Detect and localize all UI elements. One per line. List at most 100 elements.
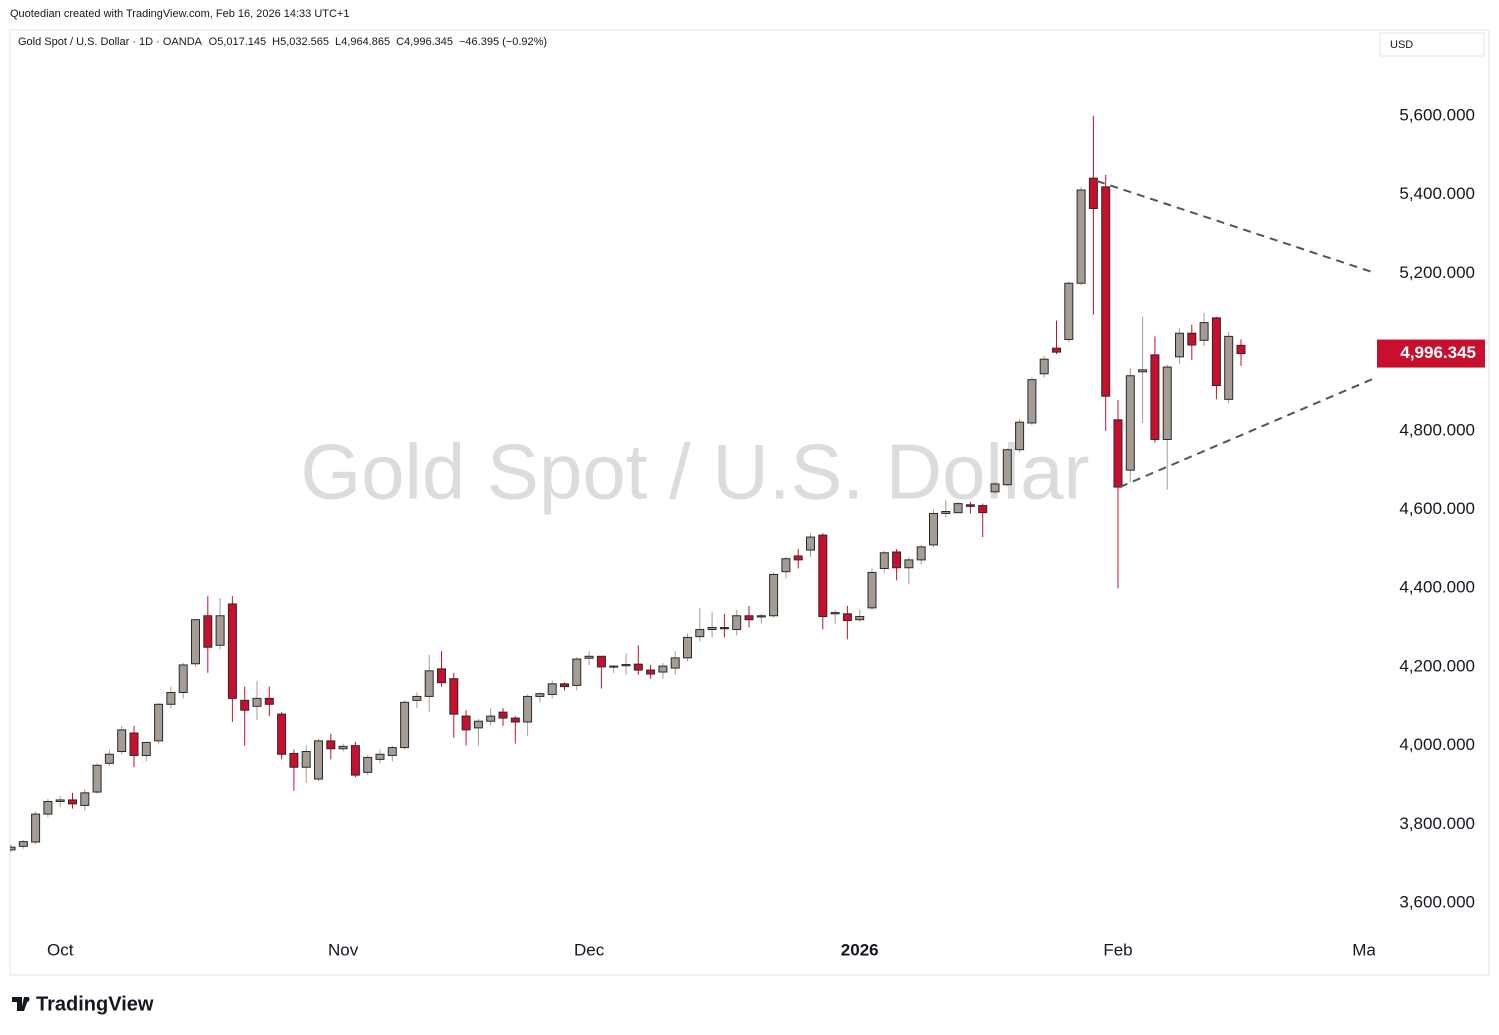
candle-body	[154, 703, 164, 742]
candle-body	[227, 603, 237, 699]
candle-body	[412, 695, 422, 701]
candle-body	[326, 740, 336, 750]
symbol-title: Gold Spot / U.S. Dollar · 1D · OANDA	[18, 36, 203, 48]
candle-body	[510, 717, 520, 723]
candle-body	[314, 740, 323, 780]
ohlc-label: O5,017.145	[209, 36, 267, 48]
candle-body	[965, 504, 975, 507]
logo-text[interactable]: TradingView	[36, 993, 154, 1015]
candle-body	[400, 701, 410, 749]
candle-body	[1052, 347, 1061, 353]
candle-body	[670, 657, 680, 669]
candle-body	[646, 669, 656, 675]
candle-body	[904, 559, 914, 569]
candle-body	[596, 655, 606, 668]
candle-body	[363, 756, 373, 773]
x-tick-label: Nov	[328, 940, 359, 959]
candle-body	[277, 713, 287, 755]
candle-body	[695, 629, 705, 638]
candle-body	[350, 745, 360, 776]
candle-body	[535, 693, 545, 697]
ohlc-label: H5,032.565	[272, 36, 329, 48]
candle-body	[10, 846, 16, 851]
candle-body	[43, 800, 53, 815]
candle-body	[264, 697, 274, 705]
candle-body	[166, 691, 176, 705]
candle-body	[572, 658, 582, 686]
candle-body	[830, 612, 840, 615]
candle-body	[68, 799, 77, 805]
candle-body	[1002, 449, 1012, 486]
candle-body	[560, 683, 569, 688]
ohlc-label: −46.395 (−0.92%)	[459, 36, 547, 48]
chart-frame	[9, 29, 1490, 976]
candle-body	[658, 665, 668, 673]
candle-body	[129, 732, 139, 756]
candle-body	[55, 799, 65, 802]
candle-body	[424, 670, 434, 697]
candle-body	[1039, 358, 1049, 375]
candle-body	[609, 665, 619, 668]
x-tick-label: Feb	[1103, 940, 1132, 959]
candle-body	[387, 747, 397, 756]
candle-body	[117, 729, 127, 753]
candle-body	[1088, 177, 1098, 209]
candle-body	[1236, 344, 1246, 355]
plot	[10, 116, 1246, 852]
ohlc-label: C4,996.345	[396, 36, 453, 48]
ohlc-label: L4,964.865	[335, 36, 390, 48]
candle-body	[756, 615, 766, 618]
candle-body	[523, 695, 533, 723]
x-tick-label: Oct	[47, 940, 74, 959]
credit: Quotedian created with TradingView.com, …	[10, 8, 349, 20]
candle-body	[707, 627, 717, 631]
y-tick-label: 5,400.000	[1399, 184, 1475, 203]
candle-body	[633, 663, 643, 671]
currency-button[interactable]	[1379, 32, 1485, 57]
x-tick-label: 2026	[841, 940, 879, 959]
candle-body	[806, 536, 815, 551]
candle-body	[18, 841, 28, 847]
candle-body	[1224, 335, 1234, 400]
candle-body	[929, 512, 938, 546]
candle-body	[842, 613, 852, 621]
candle-body	[252, 697, 262, 707]
candle-body	[31, 813, 41, 843]
candle-body	[1101, 186, 1111, 397]
candle-body	[461, 715, 471, 731]
candle-body	[879, 552, 889, 570]
y-tick-label: 4,200.000	[1399, 656, 1475, 675]
candle-body	[855, 616, 865, 621]
candle-body	[1211, 317, 1221, 387]
y-tick-label: 4,800.000	[1399, 420, 1475, 439]
candle-body	[1138, 369, 1148, 373]
candle-body	[191, 619, 200, 665]
candle-body	[449, 678, 459, 715]
candle-body	[818, 534, 828, 618]
candle-body	[719, 627, 729, 630]
candle-body	[486, 715, 496, 722]
candle-body	[916, 546, 926, 561]
candle-body	[178, 664, 188, 693]
trendline-lower	[1119, 377, 1376, 488]
candle-body	[547, 683, 557, 695]
currency[interactable]: USD	[1390, 39, 1413, 51]
candle-body	[92, 764, 102, 793]
candle-body	[584, 655, 594, 659]
y-tick-label: 5,600.000	[1399, 106, 1475, 125]
candle-body	[1150, 354, 1160, 440]
candle-body	[104, 753, 114, 764]
last-price-box	[1377, 339, 1485, 368]
candle-body	[1199, 322, 1209, 341]
candle-body	[289, 752, 299, 768]
candle-body	[978, 505, 988, 514]
x-tick-label: Ma	[1352, 940, 1376, 959]
y-tick-label: 4,400.000	[1399, 578, 1475, 597]
candle-body	[793, 555, 803, 561]
candle-body	[301, 751, 311, 768]
candle-body	[203, 615, 213, 648]
watermark: Gold Spot / U.S. Dollar	[301, 428, 1090, 516]
candle-body	[621, 664, 631, 667]
candle-body	[867, 571, 877, 609]
